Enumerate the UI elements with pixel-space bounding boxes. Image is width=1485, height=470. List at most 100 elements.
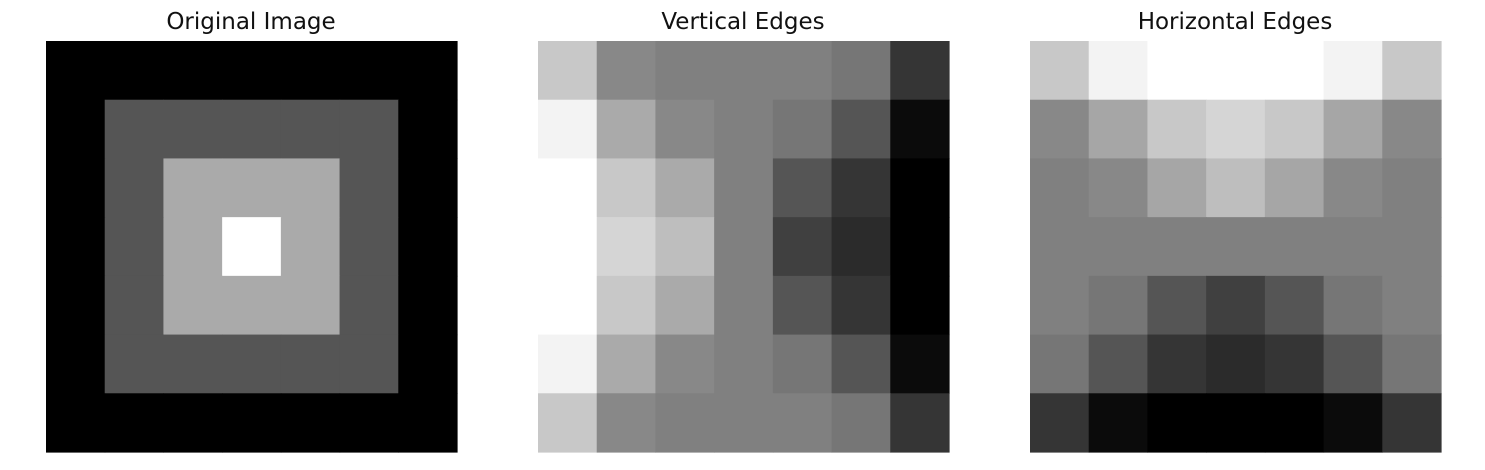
heatmap-cell xyxy=(163,99,223,160)
heatmap-cell xyxy=(1382,99,1442,160)
heatmap-cell xyxy=(339,393,399,453)
heatmap-cell xyxy=(1088,217,1149,277)
heatmap-cell xyxy=(772,217,833,277)
heatmap-cell xyxy=(890,275,950,336)
heatmap-cell xyxy=(104,217,165,277)
heatmap-cell xyxy=(163,334,223,394)
heatmap-cell xyxy=(339,158,399,218)
heatmap-cell xyxy=(280,393,341,453)
heatmap-cell xyxy=(163,217,223,277)
heatmap-cell xyxy=(339,217,399,277)
heatmap-cell xyxy=(104,334,165,394)
heatmap-cell xyxy=(714,334,774,394)
heatmap-cell xyxy=(890,41,950,101)
heatmap-cell xyxy=(714,99,774,160)
heatmap-cell xyxy=(596,217,657,277)
heatmap-cell xyxy=(538,217,598,277)
heatmap-cell xyxy=(1323,99,1383,160)
heatmap-cell xyxy=(163,41,223,101)
panel-title-vertical-edges: Vertical Edges xyxy=(661,9,824,35)
heatmap-cell xyxy=(890,393,950,453)
heatmap-cell xyxy=(596,393,657,453)
heatmap-cell xyxy=(280,99,341,160)
heatmap-cell xyxy=(890,334,950,394)
heatmap-cell xyxy=(1323,41,1383,101)
heatmap-cell xyxy=(714,158,774,218)
heatmap-cell xyxy=(1030,158,1090,218)
heatmap-cell xyxy=(104,393,165,453)
heatmap-cell xyxy=(163,393,223,453)
heatmap-cell xyxy=(714,393,774,453)
heatmap-cell xyxy=(538,393,598,453)
heatmap-cell xyxy=(163,275,223,336)
heatmap-cell xyxy=(1382,158,1442,218)
heatmap-cell xyxy=(1382,217,1442,277)
heatmap-cell xyxy=(163,158,223,218)
heatmap-cell xyxy=(538,334,598,394)
heatmap-cell xyxy=(1030,334,1090,394)
heatmap-cell xyxy=(1264,217,1325,277)
heatmap-cell xyxy=(1264,275,1325,336)
heatmap-cell xyxy=(1030,41,1090,101)
heatmap-cell xyxy=(1382,393,1442,453)
heatmap-original-image xyxy=(46,41,458,453)
heatmap-cell xyxy=(46,217,106,277)
heatmap-cell xyxy=(1206,99,1266,160)
heatmap-cell xyxy=(831,99,891,160)
heatmap-cell xyxy=(1206,393,1266,453)
heatmap-cell xyxy=(46,334,106,394)
heatmap-cell xyxy=(222,41,282,101)
heatmap-cell xyxy=(1088,393,1149,453)
heatmap-cell xyxy=(104,41,165,101)
heatmap-cell xyxy=(890,217,950,277)
heatmap-cell xyxy=(538,99,598,160)
heatmap-cell xyxy=(655,99,715,160)
heatmap-cell xyxy=(280,334,341,394)
heatmap-cell xyxy=(596,275,657,336)
heatmap-cell xyxy=(831,217,891,277)
heatmap-cell xyxy=(1147,158,1207,218)
heatmap-cell xyxy=(1030,275,1090,336)
heatmap-cell xyxy=(772,158,833,218)
panel-title-original-image: Original Image xyxy=(166,9,335,35)
heatmap-cell xyxy=(398,99,458,160)
panel-original-image: Original Image xyxy=(46,9,458,453)
heatmap-cell xyxy=(222,158,282,218)
heatmap-cell xyxy=(222,275,282,336)
heatmap-cell xyxy=(1323,275,1383,336)
heatmap-cell xyxy=(1323,158,1383,218)
heatmap-cell xyxy=(831,393,891,453)
heatmap-cell xyxy=(222,217,282,277)
heatmap-cell xyxy=(1323,334,1383,394)
heatmap-cell xyxy=(1147,99,1207,160)
panel-title-horizontal-edges: Horizontal Edges xyxy=(1138,9,1333,35)
heatmap-cell xyxy=(222,99,282,160)
heatmap-cell xyxy=(280,158,341,218)
heatmap-cell xyxy=(46,158,106,218)
heatmap-cell xyxy=(772,99,833,160)
heatmap-cell xyxy=(398,158,458,218)
heatmap-cell xyxy=(890,99,950,160)
heatmap-cell xyxy=(398,41,458,101)
heatmap-cell xyxy=(831,334,891,394)
heatmap-cell xyxy=(339,99,399,160)
heatmap-cell xyxy=(596,41,657,101)
heatmap-cell xyxy=(104,275,165,336)
heatmap-cell xyxy=(104,99,165,160)
heatmap-cell xyxy=(538,275,598,336)
heatmap-cell xyxy=(46,393,106,453)
heatmap-cell xyxy=(1147,217,1207,277)
heatmap-cell xyxy=(831,41,891,101)
heatmap-cell xyxy=(1088,158,1149,218)
heatmap-cell xyxy=(655,41,715,101)
heatmap-cell xyxy=(1030,217,1090,277)
heatmap-cell xyxy=(1206,217,1266,277)
heatmap-cell xyxy=(1264,99,1325,160)
heatmap-cell xyxy=(538,41,598,101)
heatmap-cell xyxy=(1088,99,1149,160)
heatmap-cell xyxy=(831,158,891,218)
heatmap-cell xyxy=(1206,158,1266,218)
heatmap-cell xyxy=(772,41,833,101)
heatmap-cell xyxy=(655,393,715,453)
heatmap-cell xyxy=(714,217,774,277)
